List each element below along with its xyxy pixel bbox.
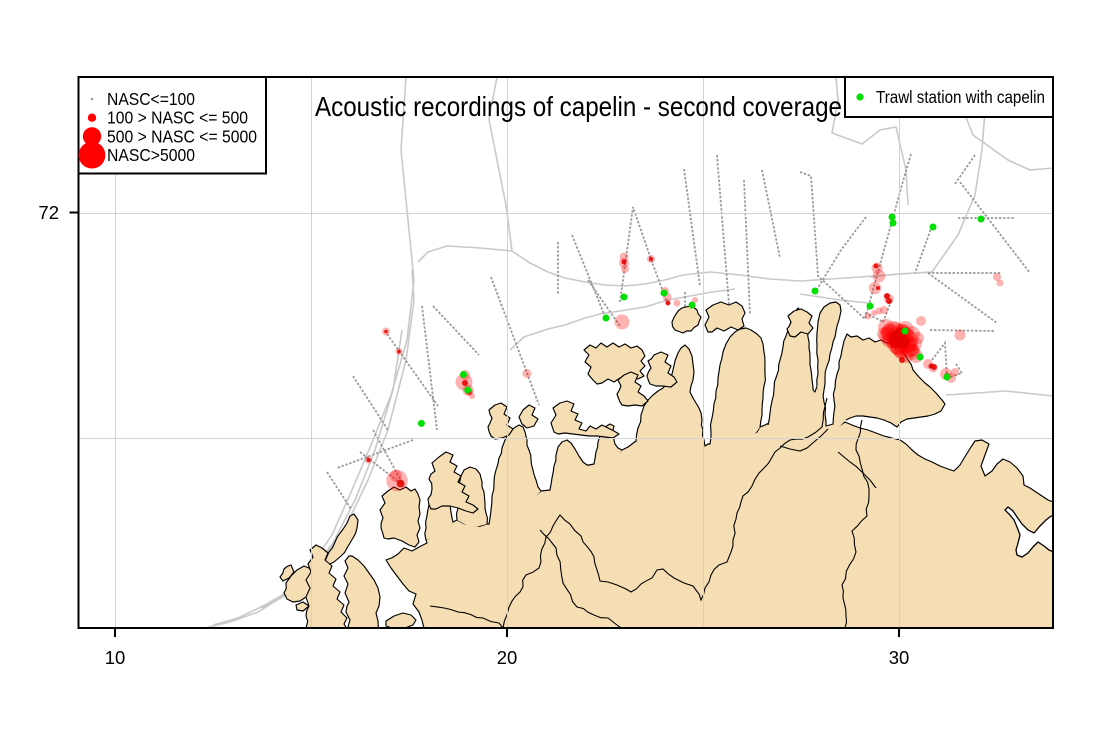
svg-text:Acoustic recordings of capelin: Acoustic recordings of capelin - second … <box>315 91 842 122</box>
svg-text:500 > NASC <= 5000: 500 > NASC <= 5000 <box>107 126 257 146</box>
svg-text:30: 30 <box>889 647 910 668</box>
svg-text:Trawl station with capelin: Trawl station with capelin <box>876 87 1045 107</box>
svg-text:NASC>5000: NASC>5000 <box>107 145 195 165</box>
svg-text:100 > NASC <= 500: 100 > NASC <= 500 <box>107 108 248 128</box>
svg-text:10: 10 <box>105 647 126 668</box>
svg-text:NASC<=100: NASC<=100 <box>107 89 195 109</box>
svg-text:72: 72 <box>38 202 59 223</box>
svg-text:20: 20 <box>497 647 518 668</box>
